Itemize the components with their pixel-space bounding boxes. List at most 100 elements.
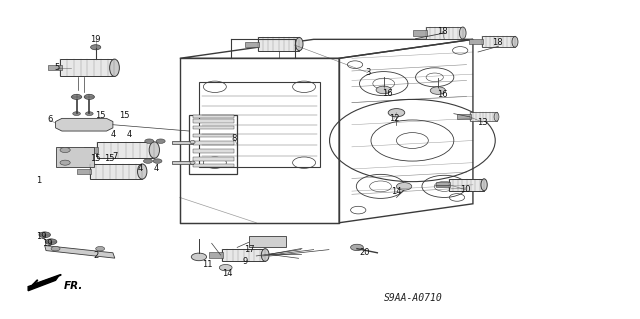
Ellipse shape [261,249,269,261]
Bar [172,141,193,144]
Circle shape [60,160,70,165]
Circle shape [72,94,82,100]
Text: 15: 15 [95,111,106,120]
Text: 7: 7 [112,152,118,161]
Ellipse shape [460,27,466,39]
Ellipse shape [190,141,195,144]
Circle shape [430,87,445,94]
Bar [469,39,483,44]
Circle shape [376,86,392,94]
Ellipse shape [494,112,499,121]
Bar [209,252,223,257]
Text: 18: 18 [437,27,447,36]
Ellipse shape [109,59,120,77]
Circle shape [388,108,404,117]
Bar [193,149,234,153]
Bar [193,164,234,167]
Circle shape [91,45,100,50]
Text: 19: 19 [42,239,52,248]
Ellipse shape [138,164,147,179]
Circle shape [396,182,412,190]
Bar [47,65,61,70]
Bar [436,182,451,187]
Bar [193,115,234,118]
Polygon shape [45,246,115,258]
Text: 4: 4 [154,165,159,174]
Bar [245,41,259,47]
Text: 15: 15 [90,154,101,163]
Text: 14: 14 [222,270,233,278]
Circle shape [220,264,232,271]
Bar [193,119,234,123]
Text: 17: 17 [244,245,255,254]
Text: 1: 1 [36,175,41,185]
Bar [258,37,300,51]
Circle shape [45,239,57,245]
Bar [426,27,463,39]
Bar [199,82,320,167]
Circle shape [51,247,60,251]
Circle shape [84,94,95,100]
Circle shape [143,159,152,163]
Text: S9AA-A0710: S9AA-A0710 [384,293,442,303]
Text: 15: 15 [119,111,130,120]
Text: 14: 14 [391,187,402,196]
Circle shape [145,139,154,143]
Text: 8: 8 [231,134,237,144]
Text: 19: 19 [36,232,46,241]
Circle shape [73,112,81,115]
Circle shape [60,147,70,152]
Text: 10: 10 [460,185,470,194]
Bar [457,114,471,119]
Bar [470,112,497,121]
Text: 11: 11 [202,260,212,269]
Text: 18: 18 [492,38,502,47]
Bar [77,169,92,174]
Bar [193,157,234,161]
Circle shape [153,159,162,163]
Circle shape [351,244,364,250]
Bar [449,179,484,191]
Circle shape [39,232,51,238]
Text: 19: 19 [90,35,101,44]
Polygon shape [56,118,113,131]
Bar [482,36,515,47]
Text: 12: 12 [389,114,400,123]
Circle shape [96,247,104,251]
Bar [248,236,285,248]
Text: 2: 2 [93,251,99,260]
Text: 3: 3 [365,68,371,77]
Ellipse shape [296,37,303,51]
Ellipse shape [481,179,487,191]
Bar [90,164,142,179]
Bar [172,161,193,164]
Text: 4: 4 [126,130,131,139]
Bar [189,115,237,174]
Text: 9: 9 [242,257,248,266]
Text: 5: 5 [55,63,60,72]
Text: 6: 6 [47,115,52,124]
Circle shape [191,253,207,261]
Bar [60,59,115,77]
Text: 16: 16 [437,90,447,99]
Bar [222,249,265,261]
Ellipse shape [512,36,518,47]
Text: 15: 15 [104,154,115,163]
Text: 16: 16 [381,89,392,98]
Bar [193,134,234,137]
Bar [84,147,99,152]
Circle shape [86,112,93,115]
Text: 20: 20 [359,248,370,257]
Ellipse shape [190,161,195,164]
Circle shape [156,139,165,143]
Text: FR.: FR. [64,281,83,291]
Ellipse shape [149,142,159,158]
Text: 4: 4 [138,165,143,174]
Text: 4: 4 [110,130,116,139]
Polygon shape [28,276,59,291]
Bar [97,142,154,158]
Bar [413,31,427,35]
Text: 13: 13 [477,118,488,127]
Bar [56,147,94,167]
Bar [193,141,234,145]
